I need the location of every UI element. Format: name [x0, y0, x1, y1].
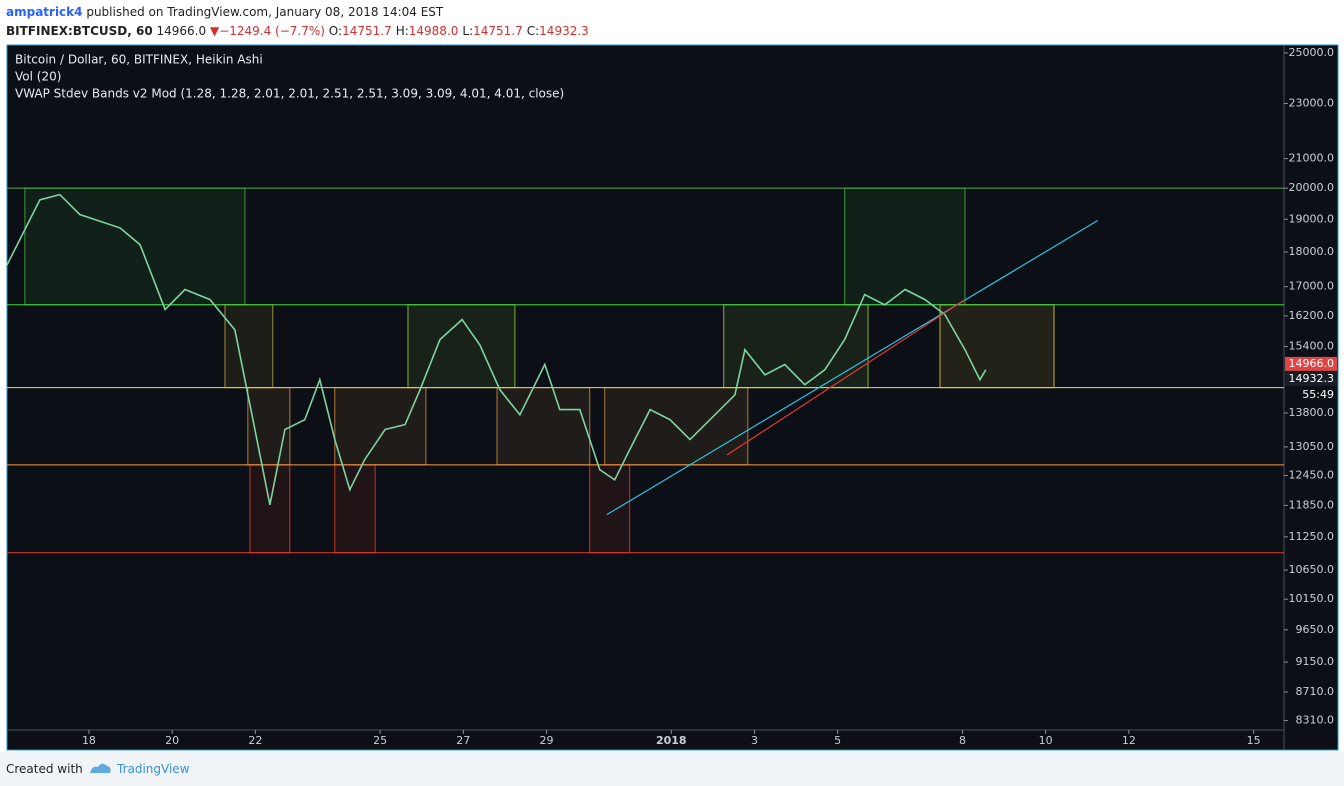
y-tick-label: 16200.0	[1289, 309, 1335, 322]
y-tick-label: 17000.0	[1289, 280, 1335, 293]
price-marker	[1285, 356, 1337, 371]
zone	[589, 464, 631, 554]
x-tick-label: 22	[248, 734, 262, 747]
y-tick-label: 9650.0	[1296, 623, 1335, 636]
created-with: Created with	[6, 762, 83, 776]
change: −1249.4 (−7.7%)	[219, 24, 325, 38]
y-tick-label: 9150.0	[1296, 655, 1335, 668]
chart: Bitcoin / Dollar, 60, BITFINEX, Heikin A…	[6, 44, 1339, 751]
published: published on TradingView.com, January 08…	[86, 5, 444, 19]
trend-line	[606, 220, 1098, 516]
price-marker-label: 14932.3	[1289, 372, 1335, 385]
y-tick-label: 10650.0	[1289, 563, 1335, 576]
countdown: 55:49	[1302, 388, 1334, 401]
y-tick-label: 13050.0	[1289, 440, 1335, 453]
x-tick-label: 20	[165, 734, 179, 747]
y-tick-label: 8310.0	[1296, 713, 1335, 726]
y-tick-label: 13800.0	[1289, 406, 1335, 419]
zone	[496, 387, 591, 466]
y-tick-label: 8710.0	[1296, 685, 1335, 698]
y-tick-label: 11250.0	[1289, 530, 1335, 543]
x-tick-label: 18	[82, 734, 96, 747]
header-line: ampatrick4 published on TradingView.com,…	[6, 3, 593, 22]
zone	[249, 464, 291, 554]
header: ampatrick4 published on TradingView.com,…	[6, 3, 593, 41]
x-tick-label: 12	[1122, 734, 1136, 747]
x-tick-label: 5	[834, 734, 841, 747]
indicator-name: VWAP Stdev Bands v2 Mod (1.28, 1.28, 2.0…	[15, 87, 564, 101]
symbol: BITFINEX:BTCUSD, 60	[6, 24, 153, 38]
x-tick-label: 8	[959, 734, 966, 747]
y-tick-label: 21000.0	[1289, 152, 1335, 165]
y-tick-label: 23000.0	[1289, 96, 1335, 109]
trend-line	[726, 299, 966, 456]
last: 14966.0	[156, 24, 207, 38]
price-marker-label: 14966.0	[1289, 357, 1335, 370]
zone	[939, 304, 1055, 389]
price-line	[6, 193, 987, 506]
ohlc: O:14751.7 H:14988.0 L:14751.7 C:14932.3	[329, 24, 593, 38]
y-tick-label: 10150.0	[1289, 592, 1335, 605]
y-tick-label: 20000.0	[1289, 181, 1335, 194]
x-tick-label: 3	[751, 734, 758, 747]
chart-frame	[6, 44, 1339, 751]
x-tick-label: 27	[456, 734, 470, 747]
series-name: Bitcoin / Dollar, 60, BITFINEX, Heikin A…	[15, 53, 263, 67]
footer: Created with TradingView	[0, 752, 1344, 786]
y-tick-label: 25000.0	[1289, 46, 1335, 59]
ohlc-label: L:	[462, 24, 474, 38]
ohlc-value: 14988.0	[408, 24, 459, 38]
price-marker	[1285, 371, 1337, 386]
zone	[723, 304, 869, 389]
y-tick-label: 15400.0	[1289, 340, 1335, 353]
ohlc-label: O:	[328, 24, 343, 38]
legend: Bitcoin / Dollar, 60, BITFINEX, Heikin A…	[15, 53, 564, 101]
zone	[407, 304, 516, 389]
x-tick-label: 15	[1247, 734, 1261, 747]
zone	[24, 187, 246, 306]
zone	[224, 304, 274, 389]
x-tick-label: 25	[373, 734, 387, 747]
ohlc-label: C:	[526, 24, 540, 38]
ohlc-label: H:	[395, 24, 409, 38]
arrow: ▼	[209, 24, 220, 38]
zone	[844, 187, 966, 306]
x-tick-label: 29	[540, 734, 554, 747]
ohlc-value: 14751.7	[473, 24, 523, 38]
author[interactable]: ampatrick4	[6, 5, 83, 19]
brand-logo	[90, 763, 111, 773]
y-tick-label: 11850.0	[1289, 498, 1335, 511]
brand[interactable]: TradingView	[117, 762, 190, 776]
y-tick-label: 18000.0	[1289, 245, 1335, 258]
zone	[334, 387, 427, 466]
header-line: BITFINEX:BTCUSD, 60 14966.0 ▼−1249.4 (−7…	[6, 22, 593, 41]
ohlc-value: 14932.3	[539, 24, 589, 38]
ohlc-value: 14751.7	[342, 24, 392, 38]
y-tick-label: 19000.0	[1289, 212, 1335, 225]
y-tick-label: 12450.0	[1289, 468, 1335, 481]
x-tick-label: 10	[1039, 734, 1053, 747]
x-tick-label: 2018	[656, 734, 687, 747]
indicator-name: Vol (20)	[15, 70, 61, 84]
plot	[6, 187, 1284, 554]
